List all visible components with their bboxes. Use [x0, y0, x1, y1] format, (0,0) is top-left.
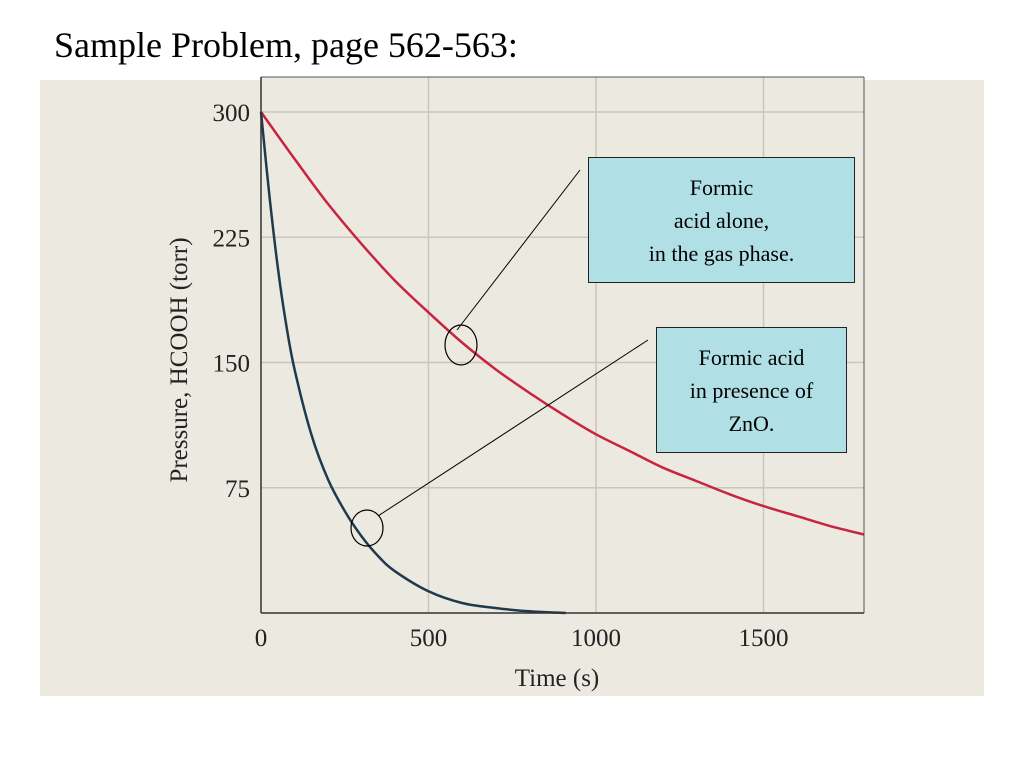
x-tick-label-1500: 1500	[739, 625, 789, 652]
series-line-zno	[259, 111, 566, 615]
callout-leader-gas	[456, 169, 581, 331]
callout-gas-line-2: acid alone,	[673, 207, 770, 233]
callout-gas-line-3: in the gas phase.	[648, 240, 795, 266]
callout-zno-line-2: in presence of	[689, 377, 814, 403]
callout-leaders	[350, 169, 649, 547]
y-tick-label-225: 225	[213, 225, 251, 252]
callout-leader-zno	[377, 339, 649, 517]
x-axis-label: Time (s)	[515, 665, 600, 692]
callout-circle-gas	[444, 324, 478, 366]
callout-circle-zno	[350, 509, 384, 547]
axes: 0 500 1000 1500 75 150 225 300	[213, 76, 865, 652]
slide-title: Sample Problem, page 562-563:	[54, 25, 518, 65]
series-line-gas_phase	[259, 111, 865, 536]
y-tick-label-75: 75	[225, 476, 250, 503]
callout-zno-line-1: Formic acid	[698, 344, 805, 370]
y-tick-label-300: 300	[213, 100, 251, 127]
callout-gas-line-1: Formic	[689, 174, 754, 200]
x-tick-label-500: 500	[410, 625, 448, 652]
callout-zno-line-3: ZnO.	[728, 410, 775, 436]
y-tick-label-150: 150	[213, 351, 251, 378]
x-tick-label-0: 0	[255, 625, 268, 652]
callout-zno: Formic acid in presence of ZnO.	[656, 327, 847, 453]
callout-gas-phase: Formic acid alone, in the gas phase.	[588, 157, 855, 283]
x-tick-label-1000: 1000	[571, 625, 621, 652]
series-layer	[259, 111, 865, 615]
y-axis-label: Pressure, HCOOH (torr)	[166, 237, 193, 482]
